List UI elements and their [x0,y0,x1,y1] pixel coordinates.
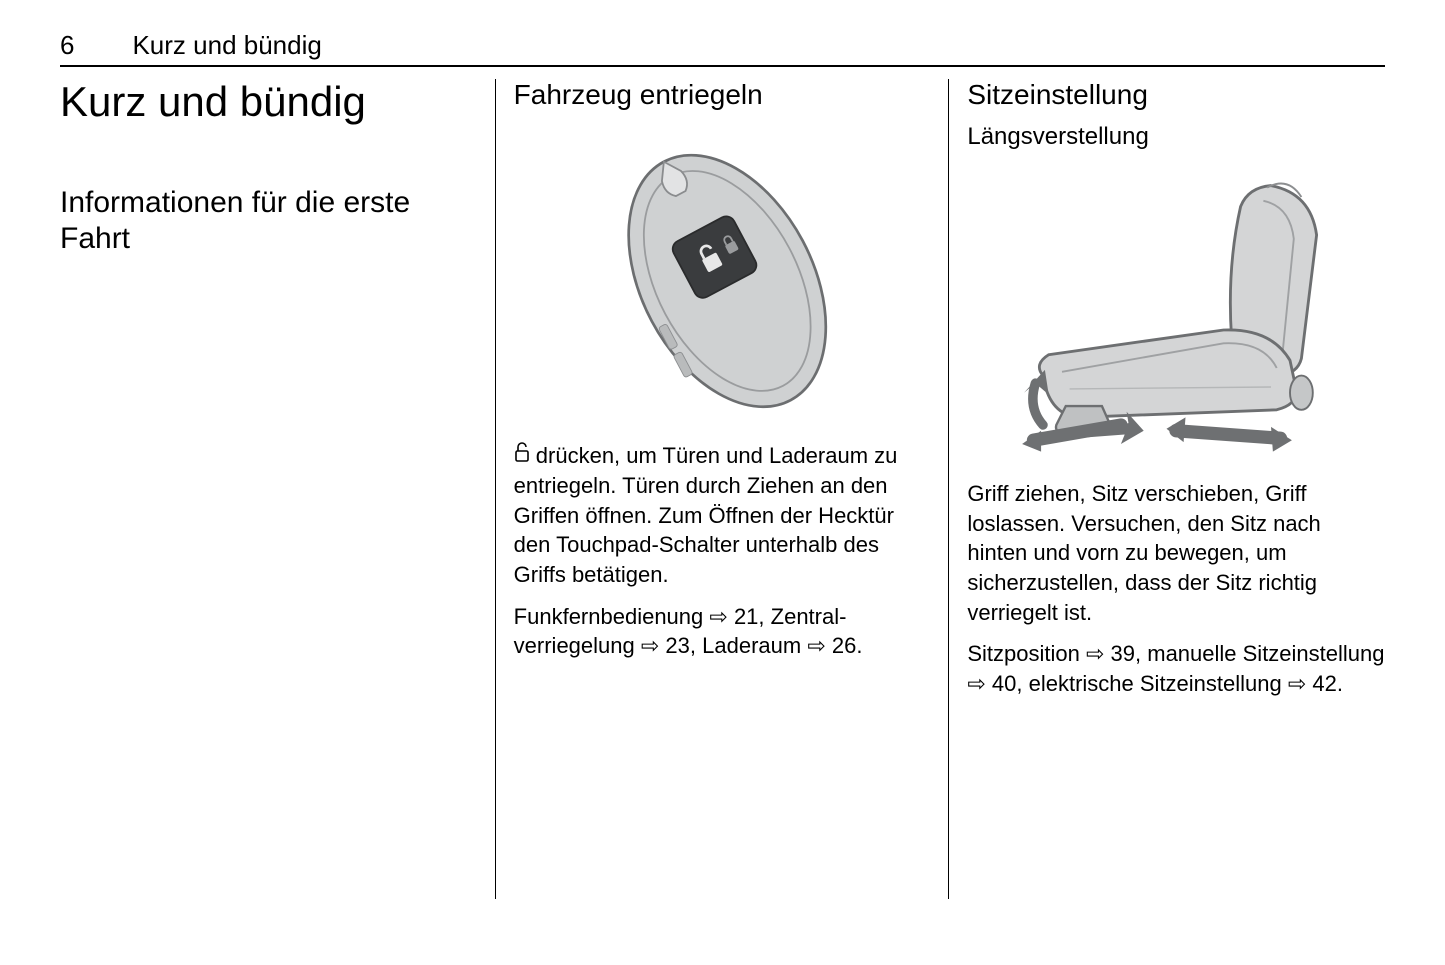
section-title-first-drive: Informationen für die erste Fahrt [60,185,478,257]
unlock-instructions: drücken, um Türen und Laderaum zu entrie… [514,441,932,590]
ref-text-pre: Funkfernbedienung [514,604,710,629]
reference-arrow-icon: ⇨ [709,604,727,629]
running-title: Kurz und bündig [132,30,321,61]
page-number: 6 [60,30,74,61]
ref-text-mid1: , manuelle Sitzein­stellung [1135,641,1384,666]
ref-page-21: 21 [734,604,758,629]
unlock-icon [514,441,530,471]
chapter-title: Kurz und bündig [60,79,478,125]
ref-page-26: 26 [832,633,856,658]
ref-text-post: . [856,633,862,658]
section-title-unlock: Fahrzeug entriegeln [514,79,932,111]
manual-page: 6 Kurz und bündig Kurz und bündig Inform… [0,0,1445,741]
reference-arrow-icon: ⇨ [1086,641,1104,666]
illustration-key-fob [514,123,932,423]
column-2: Fahrzeug entriegeln [496,79,950,711]
seat-references: Sitzposition ⇨ 39, manuelle Sitzein­stel… [967,639,1385,698]
illustration-seat [967,161,1385,461]
unlock-references: Funkfernbedienung ⇨ 21, Zentral­verriege… [514,602,932,661]
seat-instructions: Griff ziehen, Sitz verschieben, Griff lo… [967,479,1385,627]
seat-svg [986,166,1366,456]
column-3: Sitzeinstellung Längsverstellung [949,79,1385,711]
ref-text-pre: Sitzposition [967,641,1086,666]
reference-arrow-icon: ⇨ [807,633,825,658]
reference-arrow-icon: ⇨ [967,671,985,696]
ref-page-42: 42 [1312,671,1336,696]
page-header: 6 Kurz und bündig [60,30,1385,67]
key-fob-svg [543,133,903,413]
sub-heading-longitudinal: Längsverstellung [967,123,1385,151]
unlock-para1-text: drücken, um Türen und Laderaum zu entrie… [514,443,898,587]
ref-page-39: 39 [1111,641,1135,666]
ref-text-mid2: , Laderaum [690,633,807,658]
ref-page-40: 40 [992,671,1016,696]
section-title-seat: Sitzeinstellung [967,79,1385,111]
reference-arrow-icon: ⇨ [641,633,659,658]
reference-arrow-icon: ⇨ [1288,671,1306,696]
ref-text-mid2: , elektrische Sitzein­stellung [1016,671,1287,696]
column-1: Kurz und bündig Informationen für die er… [60,79,496,711]
content-columns: Kurz und bündig Informationen für die er… [60,79,1385,711]
ref-page-23: 23 [665,633,689,658]
ref-text-post: . [1337,671,1343,696]
